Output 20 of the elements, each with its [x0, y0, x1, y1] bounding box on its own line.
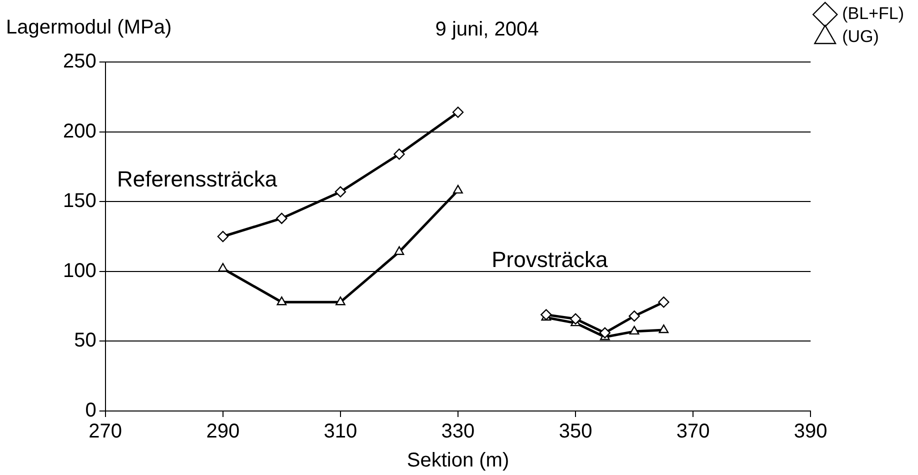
chart-title: 9 juni, 2004	[435, 18, 539, 41]
legend-label: (BL+FL)	[842, 4, 904, 24]
y-axis-title: Lagermodul (MPa)	[6, 16, 172, 39]
x-tick-label: 290	[206, 420, 240, 443]
y-tick-label: 50	[74, 330, 96, 352]
legend-label: (UG)	[842, 27, 879, 46]
y-tick-label: 100	[62, 260, 96, 282]
y-tick-label: 150	[62, 190, 96, 212]
x-tick-label: 370	[676, 420, 710, 443]
y-tick-label: 250	[62, 50, 96, 73]
x-tick-label: 330	[441, 420, 475, 443]
x-tick-label: 310	[324, 420, 358, 443]
annotation: Referenssträcka	[116, 166, 278, 192]
y-tick-label: 0	[85, 400, 96, 422]
x-tick-label: 390	[794, 420, 828, 443]
x-tick-label: 350	[558, 420, 592, 443]
x-tick-label: 270	[88, 420, 122, 443]
annotation: Provsträcka	[492, 246, 609, 272]
y-tick-label: 200	[62, 120, 96, 142]
x-axis-title: Sektion (m)	[406, 450, 510, 472]
